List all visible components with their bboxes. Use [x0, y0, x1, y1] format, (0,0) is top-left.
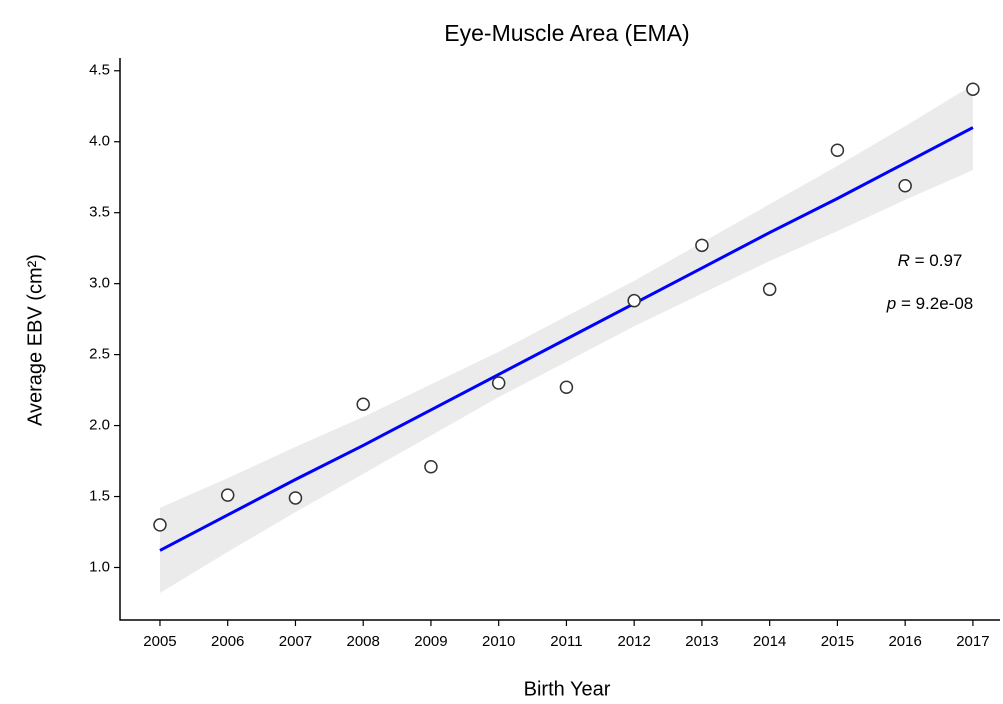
data-point: [966, 82, 980, 96]
data-point: [695, 238, 709, 253]
data-point: [424, 459, 438, 474]
x-tick-label: 2016: [888, 633, 921, 650]
annotation-symbol: R: [898, 251, 910, 270]
y-tick-label: 4.0: [89, 133, 110, 150]
x-axis-label: Birth Year: [524, 678, 611, 700]
x-tick-label: 2013: [685, 633, 718, 650]
annotation: R = 0.97: [898, 251, 963, 270]
x-tick-label: 2005: [143, 633, 176, 650]
x-tick-label: 2011: [550, 633, 582, 650]
y-tick-label: 4.5: [89, 62, 110, 79]
y-tick-label: 1.5: [89, 487, 110, 504]
x-tick-label: 2007: [279, 633, 312, 650]
x-tick-label: 2010: [482, 633, 515, 650]
data-point: [559, 380, 574, 395]
x-tick-label: 2006: [211, 633, 244, 650]
y-tick-label: 3.0: [89, 275, 110, 292]
chart-title: Eye-Muscle Area (EMA): [444, 20, 689, 46]
y-tick-label: 2.0: [89, 417, 110, 434]
annotation-text: = 0.97: [910, 251, 962, 270]
annotation: p = 9.2e-08: [886, 294, 974, 313]
data-point: [153, 518, 167, 532]
y-tick-label: 1.0: [89, 558, 110, 575]
data-point: [220, 488, 235, 502]
x-tick-label: 2012: [617, 633, 650, 650]
y-tick-label: 2.5: [89, 346, 110, 363]
data-point: [288, 491, 303, 505]
annotation-symbol: p: [886, 294, 896, 313]
x-tick-label: 2014: [753, 633, 786, 650]
data-point: [356, 397, 370, 412]
x-tick-label: 2017: [956, 633, 989, 650]
data-point: [762, 282, 777, 297]
data-point: [830, 143, 845, 157]
fit-line: [159, 126, 974, 552]
annotation-text: = 9.2e-08: [896, 294, 973, 313]
data-point: [491, 376, 506, 390]
x-tick-label: 2008: [347, 633, 380, 650]
y-axis-label: Average EBV (cm²): [24, 254, 46, 426]
x-tick-label: 2009: [414, 633, 447, 650]
y-tick-label: 3.5: [89, 204, 110, 221]
data-point: [898, 178, 912, 193]
data-point: [627, 293, 641, 308]
x-tick-label: 2015: [821, 633, 854, 650]
